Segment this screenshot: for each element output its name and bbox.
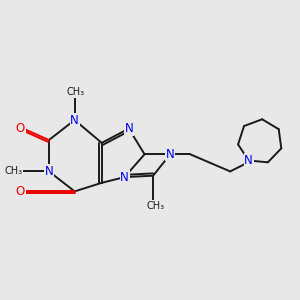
Text: N: N (244, 154, 253, 167)
Text: N: N (166, 148, 175, 161)
Text: CH₃: CH₃ (67, 87, 85, 97)
Text: N: N (120, 171, 129, 184)
Text: N: N (45, 165, 53, 178)
Text: O: O (16, 122, 25, 135)
Text: CH₃: CH₃ (4, 167, 22, 176)
Text: N: N (124, 122, 133, 135)
Text: N: N (70, 113, 79, 127)
Text: CH₃: CH₃ (147, 201, 165, 211)
Text: O: O (16, 185, 25, 198)
